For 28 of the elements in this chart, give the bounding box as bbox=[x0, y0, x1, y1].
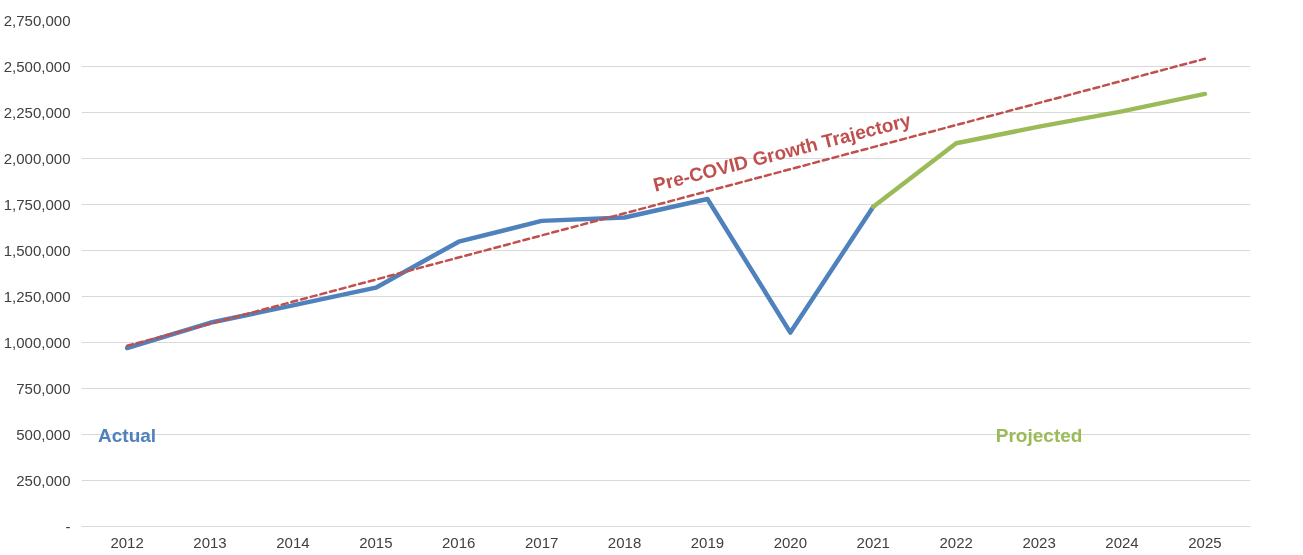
x-tick-label: 2022 bbox=[939, 533, 973, 551]
y-tick-label: 1,250,000 bbox=[3, 287, 71, 305]
x-tick-label: 2015 bbox=[359, 533, 393, 551]
y-tick-label: 1,750,000 bbox=[3, 195, 71, 213]
x-tick-label: 2023 bbox=[1022, 533, 1056, 551]
x-tick-label: 2017 bbox=[524, 533, 559, 551]
x-tick-label: 2014 bbox=[276, 533, 310, 551]
y-tick-label: 500,000 bbox=[16, 425, 71, 443]
y-tick-label: 750,000 bbox=[16, 379, 71, 397]
y-tick-label: - bbox=[65, 517, 71, 535]
x-tick-label: 2024 bbox=[1105, 533, 1139, 551]
x-tick-label: 2021 bbox=[856, 533, 890, 551]
text: Actual bbox=[98, 424, 157, 446]
y-tick-label: 2,750,000 bbox=[3, 11, 71, 29]
x-tick-label: 2020 bbox=[773, 533, 808, 551]
y-tick-label: 1,000,000 bbox=[3, 333, 71, 351]
x-tick-label: 2016 bbox=[442, 533, 476, 551]
y-tick-label: 2,500,000 bbox=[3, 57, 71, 75]
text: Projected bbox=[995, 424, 1083, 446]
x-tick-label: 2019 bbox=[690, 533, 725, 551]
x-tick-label: 2025 bbox=[1188, 533, 1222, 551]
y-tick-label: 250,000 bbox=[16, 471, 71, 489]
x-tick-label: 2013 bbox=[193, 533, 227, 551]
y-tick-label: 2,250,000 bbox=[3, 103, 71, 121]
x-tick-label: 2012 bbox=[110, 533, 144, 551]
y-tick-label: 1,500,000 bbox=[3, 241, 71, 259]
x-tick-label: 2018 bbox=[607, 533, 642, 551]
y-tick-label: 2,000,000 bbox=[3, 149, 71, 167]
